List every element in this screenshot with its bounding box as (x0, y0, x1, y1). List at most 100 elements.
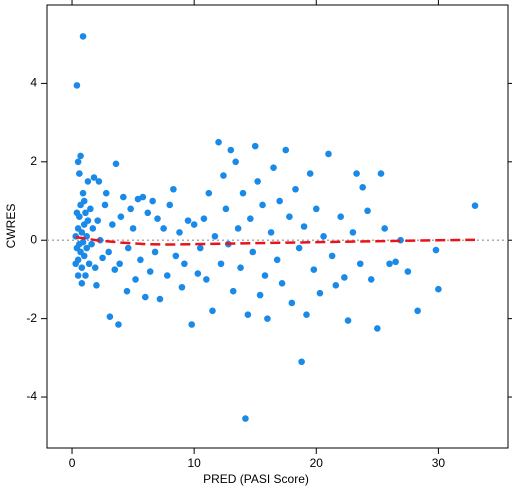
point (353, 170, 360, 177)
point (325, 150, 332, 158)
point (341, 274, 348, 281)
y-tick-label: 2 (30, 154, 37, 168)
point (163, 272, 171, 279)
point (227, 146, 235, 154)
point (203, 276, 210, 283)
point (320, 233, 327, 240)
point (414, 307, 421, 315)
y-tick-label: -2 (26, 311, 37, 325)
point (73, 209, 81, 217)
point (194, 270, 202, 277)
point (184, 217, 192, 224)
point (222, 205, 230, 213)
trend-line (75, 235, 476, 246)
point (127, 205, 134, 213)
point (106, 313, 114, 320)
point (79, 189, 87, 197)
point (82, 209, 89, 217)
point (90, 174, 98, 181)
point (215, 138, 222, 146)
point (124, 244, 132, 252)
point (259, 201, 266, 209)
point (303, 311, 310, 319)
point (84, 217, 92, 224)
point (109, 221, 116, 228)
point (261, 272, 269, 279)
point (80, 252, 88, 260)
point (170, 185, 177, 193)
point (232, 158, 239, 166)
point (93, 282, 100, 289)
x-tick-label: 30 (432, 456, 446, 470)
point (217, 260, 225, 268)
point (292, 185, 299, 193)
point (220, 172, 227, 179)
point (99, 254, 106, 262)
point (123, 287, 131, 295)
point (381, 225, 388, 232)
point (132, 276, 139, 283)
point (111, 266, 119, 273)
point (356, 260, 364, 268)
point (89, 225, 97, 232)
point (242, 415, 249, 422)
x-tick-label: 10 (187, 456, 201, 470)
point (392, 258, 399, 266)
point (254, 178, 261, 185)
point (316, 289, 324, 297)
point (91, 264, 99, 271)
point (95, 178, 103, 185)
point (256, 291, 264, 299)
point (144, 209, 152, 217)
point (359, 183, 366, 191)
point (84, 178, 92, 185)
point (142, 293, 149, 301)
point (264, 315, 271, 322)
point (80, 197, 88, 205)
point (278, 280, 286, 287)
point (120, 193, 127, 201)
point (105, 248, 112, 256)
point (374, 325, 381, 332)
point (229, 287, 237, 295)
point (73, 82, 81, 89)
point (312, 205, 320, 213)
point (276, 197, 283, 205)
point (386, 260, 393, 268)
point (129, 225, 137, 232)
point (78, 264, 86, 271)
x-tick-label: 20 (310, 456, 324, 470)
point (79, 238, 87, 246)
point (188, 321, 196, 328)
y-tick-label: 0 (30, 232, 37, 246)
point (117, 213, 125, 220)
point (209, 307, 216, 315)
point (74, 158, 82, 166)
point (432, 246, 440, 254)
point (344, 317, 352, 324)
point (196, 244, 204, 252)
point (76, 170, 83, 177)
point (172, 252, 180, 260)
point (181, 260, 188, 268)
point (82, 272, 89, 279)
point (244, 311, 252, 319)
point (176, 229, 183, 236)
point (267, 229, 275, 236)
point (367, 276, 375, 283)
point (78, 280, 86, 287)
point (298, 358, 305, 366)
point (87, 205, 94, 213)
point (234, 225, 242, 232)
point (137, 256, 144, 264)
point (349, 229, 357, 236)
point (154, 215, 161, 222)
point (288, 299, 296, 307)
point (205, 189, 213, 197)
point (72, 260, 79, 268)
point (102, 189, 110, 197)
point (149, 197, 156, 205)
point (160, 225, 167, 232)
point (295, 244, 303, 252)
